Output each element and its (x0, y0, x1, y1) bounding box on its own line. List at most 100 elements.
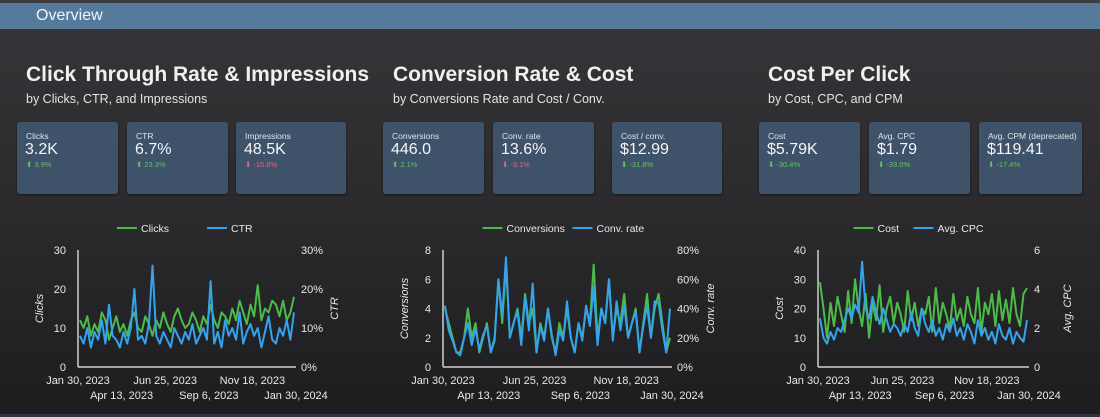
x-tick-label: Jan 30, 2023 (46, 375, 110, 387)
section-title: Conversion Rate & Cost (393, 63, 634, 86)
y2-tick-label: 0% (301, 362, 317, 374)
scorecard-delta: ⬇ -31.8% (621, 160, 654, 169)
x-tick-label: Nov 18, 2023 (593, 375, 658, 387)
y-tick-label: 10 (54, 323, 66, 335)
section-subtitle: by Clicks, CTR, and Impressions (26, 92, 208, 106)
section-title: Cost Per Click (768, 63, 911, 86)
x-tick-label: Jan 30, 2023 (786, 375, 850, 387)
section-title: Click Through Rate & Impressions (26, 63, 370, 86)
series-line-avg-cpc (819, 260, 1028, 345)
series-line-cost (819, 278, 1028, 339)
y2-tick-label: 4 (1034, 284, 1040, 296)
y-tick-label: 8 (425, 245, 431, 257)
scorecard-delta: ⬇ -15.8% (245, 160, 278, 169)
y2-tick-label: 60% (677, 274, 699, 286)
scorecard-label: Cost (768, 131, 786, 141)
scorecard-value: 13.6% (501, 141, 547, 158)
y-tick-label: 0 (800, 362, 806, 374)
scorecard-label: Cost / conv. (621, 131, 666, 141)
scorecard-value: $12.99 (620, 141, 669, 158)
series-line-conv-rate (444, 256, 671, 357)
y2-axis-title: Avg. CPC (1062, 284, 1074, 333)
scorecard-value: $5.79K (767, 141, 818, 158)
legend-label: Conversions (507, 223, 565, 235)
y-tick-label: 2 (425, 333, 431, 345)
x-tick-label: Sep 6, 2023 (179, 390, 238, 402)
scorecard-value: $1.79 (877, 141, 918, 158)
scorecard-conv-rate[interactable]: Conv. rate 13.6% ⬇ -3.1% (493, 122, 594, 194)
y-tick-label: 6 (425, 274, 431, 286)
scorecard-delta: ⬆ 3.9% (26, 160, 52, 169)
x-tick-label: Jan 30, 2024 (640, 390, 704, 402)
scorecard-cost-conv[interactable]: Cost / conv. $12.99 ⬇ -31.8% (612, 122, 722, 194)
scorecard-cost[interactable]: Cost $5.79K ⬇ -30.4% (759, 122, 860, 194)
section-subtitle: by Conversions Rate and Cost / Conv. (393, 92, 605, 106)
scorecard-clicks[interactable]: Clicks 3.2K ⬆ 3.9% (17, 122, 118, 194)
scorecard-conversions[interactable]: Conversions 446.0 ⬆ 2.1% (383, 122, 484, 194)
scorecard-label: Conv. rate (502, 131, 541, 141)
y2-tick-label: 20% (677, 333, 699, 345)
legend-label: CTR (231, 223, 253, 235)
y2-tick-label: 0% (677, 362, 693, 374)
scorecard-delta: ⬇ -3.1% (502, 160, 530, 169)
scorecard-label: Avg. CPM (deprecated) (988, 131, 1077, 141)
x-tick-label: Apr 13, 2023 (457, 390, 520, 402)
x-tick-label: Nov 18, 2023 (220, 375, 285, 387)
scorecard-label: Conversions (392, 131, 440, 141)
scorecard-delta: ⬇ -30.4% (768, 160, 801, 169)
scorecard-avg-cpc[interactable]: Avg. CPC $1.79 ⬇ -33.0% (869, 122, 970, 194)
scorecard-delta: ⬆ 23.3% (136, 160, 166, 169)
x-tick-label: Jun 25, 2023 (871, 375, 935, 387)
y-tick-label: 4 (425, 304, 431, 316)
scorecard-label: CTR (136, 131, 154, 141)
x-tick-label: Apr 13, 2023 (829, 390, 892, 402)
series-line-clicks (79, 284, 295, 341)
scorecard-label: Clicks (26, 131, 49, 141)
scorecard-avg-cpm-deprecated[interactable]: Avg. CPM (deprecated) $119.41 ⬇ -17.4% (979, 122, 1082, 194)
y2-axis-title: CTR (329, 297, 341, 320)
x-tick-label: Jun 25, 2023 (133, 375, 197, 387)
y2-tick-label: 20% (301, 284, 323, 296)
scorecard-value: $119.41 (987, 141, 1044, 158)
x-tick-label: Apr 13, 2023 (90, 390, 153, 402)
y2-tick-label: 80% (677, 245, 699, 257)
y-tick-label: 10 (794, 333, 806, 345)
overview-header: Overview (0, 3, 1100, 29)
scorecard-ctr[interactable]: CTR 6.7% ⬆ 23.3% (127, 122, 228, 194)
y-tick-label: 20 (794, 304, 806, 316)
y2-axis-title: Conv. rate (705, 284, 717, 334)
y-axis-title: Clicks (34, 293, 46, 323)
legend-label: Cost (878, 223, 900, 235)
x-tick-label: Jun 25, 2023 (503, 375, 567, 387)
y-tick-label: 20 (54, 284, 66, 296)
scorecard-impressions[interactable]: Impressions 48.5K ⬇ -15.8% (236, 122, 346, 194)
top-border (0, 0, 1100, 3)
y2-tick-label: 30% (301, 245, 323, 257)
y-tick-label: 40 (794, 245, 806, 257)
y-tick-label: 30 (54, 245, 66, 257)
scorecard-value: 48.5K (244, 141, 286, 158)
y-tick-label: 0 (60, 362, 66, 374)
x-tick-label: Jan 30, 2023 (411, 375, 475, 387)
scorecard-value: 3.2K (25, 141, 58, 158)
bottom-border (0, 414, 1100, 417)
x-tick-label: Sep 6, 2023 (915, 390, 974, 402)
y-tick-label: 30 (794, 274, 806, 286)
y2-tick-label: 6 (1034, 245, 1040, 257)
y2-tick-label: 2 (1034, 323, 1040, 335)
legend-label: Conv. rate (597, 223, 645, 235)
scorecard-delta: ⬆ 2.1% (392, 160, 418, 169)
x-tick-label: Nov 18, 2023 (954, 375, 1019, 387)
y-tick-label: 0 (425, 362, 431, 374)
series-line-ctr (79, 264, 295, 349)
y2-tick-label: 10% (301, 323, 323, 335)
y2-tick-label: 40% (677, 304, 699, 316)
y2-tick-label: 0 (1034, 362, 1040, 374)
y-axis-title: Conversions (399, 277, 411, 339)
y-axis-title: Cost (774, 296, 786, 320)
scorecard-delta: ⬇ -17.4% (988, 160, 1021, 169)
scorecard-delta: ⬇ -33.0% (878, 160, 911, 169)
page-title: Overview (36, 7, 103, 24)
x-tick-label: Sep 6, 2023 (551, 390, 610, 402)
